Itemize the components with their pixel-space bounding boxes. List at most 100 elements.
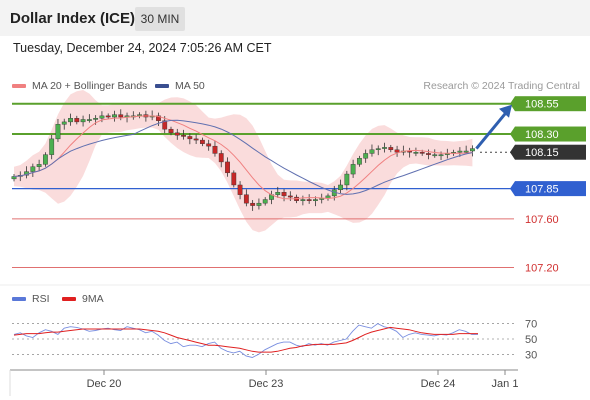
candle-body bbox=[68, 118, 73, 123]
candle-body bbox=[350, 164, 356, 175]
x-tick-label-1: Dec 23 bbox=[249, 378, 284, 390]
legend-rsi-ma: 9MA bbox=[62, 293, 104, 305]
candle-body bbox=[105, 115, 111, 118]
candle-body bbox=[262, 199, 268, 204]
candle-body bbox=[250, 202, 256, 206]
legend-rsi-label: RSI bbox=[32, 293, 50, 305]
candle-body bbox=[231, 172, 237, 186]
legend-ma20: MA 20 + Bollinger Bands bbox=[12, 80, 147, 92]
candle-body bbox=[287, 195, 293, 198]
candle-body bbox=[344, 173, 350, 186]
candle-body bbox=[74, 118, 80, 123]
resistance-label-108_30: 108.30 bbox=[525, 129, 559, 141]
candle-body bbox=[86, 119, 92, 121]
rsi-swatch bbox=[12, 297, 26, 302]
rsi-level-label-50: 50 bbox=[525, 334, 537, 346]
support-label-pointer-107_85 bbox=[510, 181, 515, 197]
instrument-title: Dollar Index (ICE) bbox=[10, 10, 136, 27]
candle-body bbox=[281, 192, 287, 197]
support-label-107_85: 107.85 bbox=[525, 184, 559, 196]
rsi-line bbox=[13, 323, 478, 358]
x-tick-label-0: Dec 20 bbox=[87, 378, 122, 390]
candle-body bbox=[49, 138, 55, 155]
interval-badge[interactable]: 30 MIN bbox=[135, 7, 185, 31]
rsi-level-label-30: 30 bbox=[525, 349, 537, 361]
candle-body bbox=[206, 143, 212, 147]
current-price-label-box-108_15 bbox=[515, 144, 586, 160]
candle-body bbox=[61, 121, 67, 125]
candle-body bbox=[463, 150, 469, 153]
candle-body bbox=[80, 119, 86, 123]
candle-body bbox=[375, 148, 381, 150]
support-label-107_20: 107.20 bbox=[525, 262, 559, 274]
candle-body bbox=[306, 199, 312, 201]
ma20-line bbox=[13, 115, 473, 200]
candle-body bbox=[225, 161, 230, 174]
ma20-swatch bbox=[12, 84, 26, 89]
support-label-107_60: 107.60 bbox=[525, 214, 559, 226]
candle-body bbox=[438, 154, 444, 157]
candle-body bbox=[300, 199, 306, 201]
legend-ma50-label: MA 50 bbox=[175, 80, 205, 92]
bollinger-band bbox=[14, 90, 473, 233]
candle-body bbox=[218, 153, 224, 163]
resistance-label-pointer-108_55 bbox=[510, 96, 515, 112]
forecast-arrow-head bbox=[499, 104, 512, 118]
resistance-label-box-108_30 bbox=[515, 126, 586, 142]
candle-body bbox=[256, 202, 262, 206]
candle-body bbox=[93, 118, 99, 120]
candle-body bbox=[99, 115, 105, 119]
current-price-label-pointer-108_15 bbox=[510, 144, 515, 160]
candle-body bbox=[181, 135, 186, 137]
legend-rsi: RSI bbox=[12, 293, 50, 305]
ma50-swatch bbox=[155, 84, 169, 89]
candle-body bbox=[419, 152, 425, 154]
candle-body bbox=[275, 192, 281, 195]
forecast-arrow-shaft bbox=[475, 111, 508, 150]
candle-body bbox=[357, 158, 362, 165]
support-label-box-107_85 bbox=[515, 181, 586, 197]
candle-body bbox=[36, 164, 42, 167]
resistance-label-108_55: 108.55 bbox=[525, 99, 559, 111]
legend-ma20-label: MA 20 + Bollinger Bands bbox=[32, 80, 148, 92]
rsi-ma-swatch bbox=[62, 297, 76, 302]
candle-body bbox=[394, 149, 400, 153]
candle-body bbox=[237, 184, 243, 195]
candle-body bbox=[363, 153, 369, 159]
legend-ma50: MA 50 bbox=[155, 80, 205, 92]
candle-body bbox=[338, 184, 343, 191]
candle-body bbox=[199, 139, 205, 144]
candle-body bbox=[313, 199, 318, 201]
rsi-ma-line bbox=[13, 326, 478, 353]
candle-body bbox=[156, 115, 161, 121]
credit-text: Research © 2024 Trading Central bbox=[423, 80, 580, 92]
ma50-line bbox=[13, 119, 473, 195]
candle-body bbox=[470, 148, 475, 152]
candle-body bbox=[118, 114, 124, 118]
candle-body bbox=[212, 145, 218, 154]
candle-body bbox=[426, 153, 431, 155]
resistance-label-pointer-108_30 bbox=[510, 126, 515, 142]
candle-body bbox=[382, 147, 387, 149]
candle-body bbox=[369, 149, 375, 154]
candle-body bbox=[43, 154, 48, 165]
current-price-label-108_15: 108.15 bbox=[525, 147, 559, 159]
candle-body bbox=[55, 124, 61, 140]
x-tick-label-2: Dec 24 bbox=[421, 378, 456, 390]
candle-body bbox=[187, 136, 193, 140]
candle-body bbox=[112, 114, 117, 118]
candle-body bbox=[413, 152, 419, 154]
candle-body bbox=[457, 150, 463, 153]
candle-body bbox=[168, 128, 174, 134]
candle-body bbox=[388, 147, 394, 150]
resistance-label-box-108_55 bbox=[515, 96, 586, 112]
legend-rsi-ma-label: 9MA bbox=[82, 293, 104, 305]
x-tick-label-3: Jan 1 bbox=[492, 378, 519, 390]
candle-body bbox=[432, 154, 438, 157]
candle-body bbox=[162, 120, 168, 130]
candle-body bbox=[174, 132, 180, 136]
header-bar: Dollar Index (ICE) 30 MIN bbox=[0, 0, 590, 36]
rsi-level-label-70: 70 bbox=[525, 319, 537, 331]
candle-body bbox=[30, 166, 36, 172]
